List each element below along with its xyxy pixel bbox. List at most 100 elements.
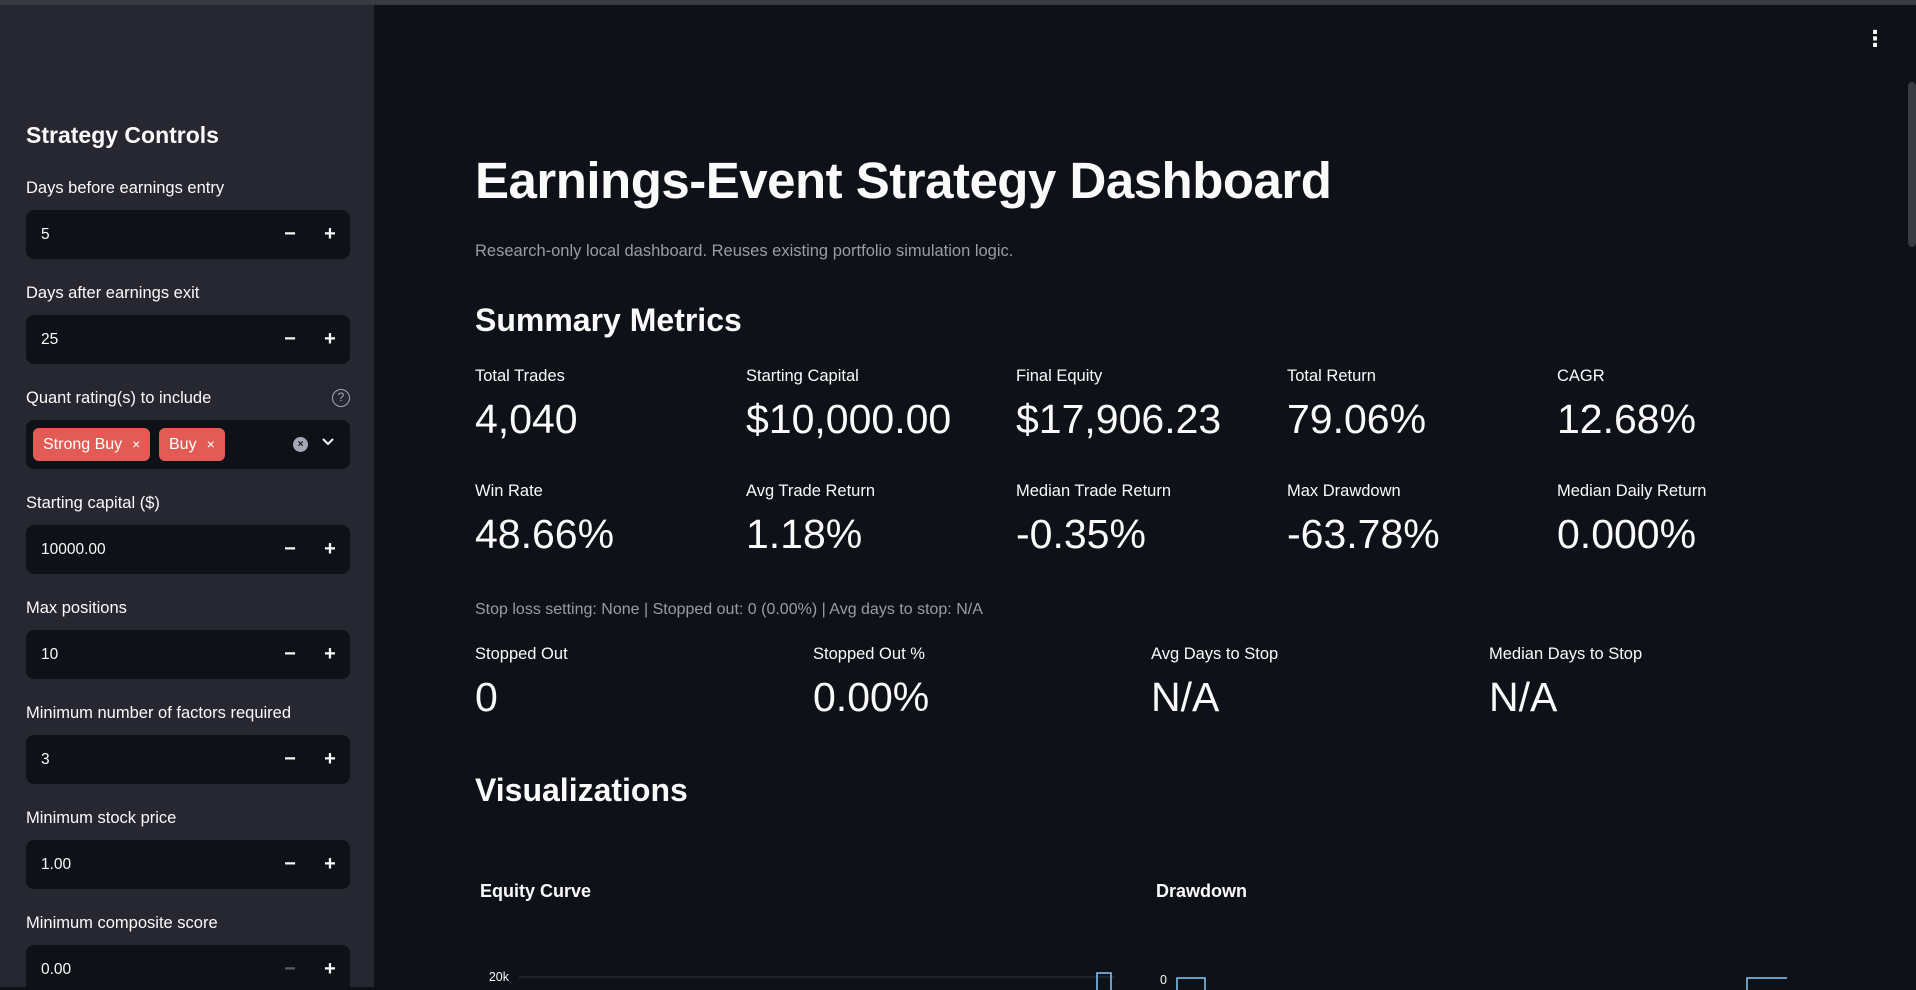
- plus-icon[interactable]: +: [324, 328, 336, 350]
- minus-icon[interactable]: −: [284, 538, 296, 560]
- max-positions-label: Max positions: [26, 599, 127, 617]
- plus-icon[interactable]: +: [324, 853, 336, 875]
- quant-ratings-label-text: Quant rating(s) to include: [26, 389, 212, 407]
- starting-capital-input[interactable]: 10000.00 − +: [26, 525, 350, 574]
- metric-label: Median Daily Return: [1557, 482, 1707, 500]
- quant-ratings-label: Quant rating(s) to include ?: [26, 387, 350, 409]
- chip-buy: Buy ×: [159, 428, 225, 461]
- kebab-menu-icon[interactable]: ⋮: [1864, 26, 1886, 51]
- drawdown-y-tick-label: 0: [1160, 973, 1167, 987]
- sidebar-title: Strategy Controls: [26, 122, 219, 148]
- metric-label: Max Drawdown: [1287, 482, 1401, 500]
- starting-capital-value[interactable]: 10000.00: [41, 541, 106, 558]
- drawdown-chart[interactable]: 0: [1147, 960, 1787, 990]
- metric-value: 48.66%: [475, 511, 615, 557]
- metric-value: N/A: [1151, 674, 1220, 720]
- days-before-entry-input[interactable]: 5 − +: [26, 210, 350, 259]
- metric-label: Stopped Out %: [813, 645, 925, 663]
- chevron-down-icon[interactable]: [322, 433, 334, 451]
- metric-total-return: Total Return 79.06%: [1287, 367, 1426, 443]
- drawdown-series-line-end: [1746, 977, 1787, 990]
- metric-avg-trade-return: Avg Trade Return 1.18%: [746, 482, 875, 558]
- metric-final-equity: Final Equity $17,906.23: [1016, 367, 1221, 443]
- plus-icon[interactable]: +: [324, 643, 336, 665]
- metric-median-daily-return: Median Daily Return 0.000%: [1557, 482, 1706, 558]
- metric-value: 79.06%: [1287, 396, 1427, 442]
- metric-value: $17,906.23: [1016, 396, 1222, 442]
- metric-total-trades: Total Trades 4,040: [475, 367, 578, 443]
- min-stock-price-label: Minimum stock price: [26, 809, 177, 827]
- minus-icon[interactable]: −: [284, 958, 296, 980]
- metric-label: Avg Days to Stop: [1151, 645, 1279, 663]
- plus-icon[interactable]: +: [324, 958, 336, 980]
- min-factors-control: Minimum number of factors required 3 − +: [26, 702, 350, 784]
- clear-icon[interactable]: ×: [293, 437, 308, 452]
- metric-label: Stopped Out: [475, 645, 568, 663]
- minus-icon[interactable]: −: [284, 328, 296, 350]
- min-composite-score-label: Minimum composite score: [26, 914, 218, 932]
- browser-top-bar: [0, 0, 1916, 5]
- visualizations-heading: Visualizations: [475, 772, 688, 808]
- stop-loss-caption: Stop loss setting: None | Stopped out: 0…: [475, 601, 983, 618]
- scrollbar[interactable]: [1908, 82, 1916, 247]
- metric-label: Avg Trade Return: [746, 482, 876, 500]
- starting-capital-label: Starting capital ($): [26, 494, 160, 512]
- metric-label: Median Days to Stop: [1489, 645, 1643, 663]
- plus-icon[interactable]: +: [324, 223, 336, 245]
- quant-ratings-multiselect[interactable]: Strong Buy × Buy × ×: [26, 420, 350, 469]
- main-content: ⋮ Earnings-Event Strategy Dashboard Rese…: [374, 5, 1916, 990]
- metric-median-days-to-stop: Median Days to Stop N/A: [1489, 645, 1642, 721]
- metric-stopped-out: Stopped Out 0: [475, 645, 568, 721]
- min-stock-price-control: Minimum stock price 1.00 − +: [26, 807, 350, 889]
- metric-label: Starting Capital: [746, 367, 859, 385]
- min-composite-score-value[interactable]: 0.00: [41, 961, 72, 978]
- metric-value: N/A: [1489, 674, 1558, 720]
- min-stock-price-value[interactable]: 1.00: [41, 856, 72, 873]
- minus-icon[interactable]: −: [284, 853, 296, 875]
- metric-value: 0: [475, 674, 498, 720]
- quant-ratings-control: Quant rating(s) to include ? Strong Buy ×…: [26, 387, 350, 469]
- minus-icon[interactable]: −: [284, 748, 296, 770]
- metric-label: Final Equity: [1016, 367, 1103, 385]
- plus-icon[interactable]: +: [324, 538, 336, 560]
- chip-strong-buy: Strong Buy ×: [33, 428, 151, 461]
- chip-label: Strong Buy: [43, 436, 123, 453]
- min-factors-label: Minimum number of factors required: [26, 704, 292, 722]
- days-before-entry-control: Days before earnings entry 5 − +: [26, 177, 350, 259]
- remove-chip-icon[interactable]: ×: [206, 436, 215, 452]
- metric-value: 0.00%: [813, 674, 930, 720]
- minus-icon[interactable]: −: [284, 643, 296, 665]
- plus-icon[interactable]: +: [324, 748, 336, 770]
- days-after-exit-label: Days after earnings exit: [26, 284, 200, 302]
- metric-max-drawdown: Max Drawdown -63.78%: [1287, 482, 1440, 558]
- min-factors-value[interactable]: 3: [41, 751, 50, 768]
- days-after-exit-input[interactable]: 25 − +: [26, 315, 350, 364]
- help-icon[interactable]: ?: [332, 389, 350, 407]
- equity-curve-title: Equity Curve: [480, 881, 592, 901]
- drawdown-series-line-start: [1176, 977, 1206, 990]
- page-title: Earnings-Event Strategy Dashboard: [475, 152, 1332, 209]
- metric-starting-capital: Starting Capital $10,000.00: [746, 367, 951, 443]
- remove-chip-icon[interactable]: ×: [132, 436, 141, 452]
- days-before-entry-value[interactable]: 5: [41, 226, 50, 243]
- min-composite-score-input[interactable]: 0.00 − +: [26, 945, 350, 987]
- equity-curve-chart[interactable]: 20k: [475, 960, 1115, 990]
- drawdown-title: Drawdown: [1156, 881, 1248, 901]
- min-composite-score-control: Minimum composite score 0.00 − +: [26, 912, 350, 987]
- minus-icon[interactable]: −: [284, 223, 296, 245]
- chip-label: Buy: [169, 436, 197, 453]
- equity-y-tick-label: 20k: [489, 970, 510, 984]
- max-positions-input[interactable]: 10 − +: [26, 630, 350, 679]
- metric-value: $10,000.00: [746, 396, 952, 442]
- min-factors-input[interactable]: 3 − +: [26, 735, 350, 784]
- metric-avg-days-to-stop: Avg Days to Stop N/A: [1151, 645, 1278, 721]
- days-after-exit-value[interactable]: 25: [41, 331, 59, 348]
- max-positions-control: Max positions 10 − +: [26, 597, 350, 679]
- max-positions-value[interactable]: 10: [41, 646, 59, 663]
- metric-value: -63.78%: [1287, 511, 1440, 557]
- metric-value: 1.18%: [746, 511, 863, 557]
- metric-label: Median Trade Return: [1016, 482, 1172, 500]
- metric-value: 12.68%: [1557, 396, 1697, 442]
- min-stock-price-input[interactable]: 1.00 − +: [26, 840, 350, 889]
- days-after-exit-control: Days after earnings exit 25 − +: [26, 282, 350, 364]
